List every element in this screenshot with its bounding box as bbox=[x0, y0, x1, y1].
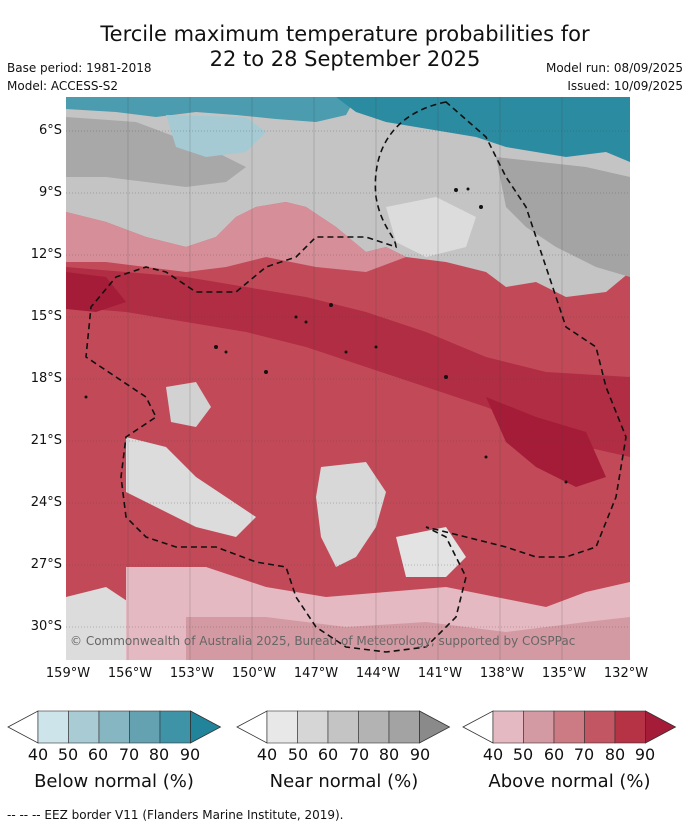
title-line-2: 22 to 28 September 2025 bbox=[209, 47, 481, 71]
legend-tick: 80 bbox=[378, 745, 400, 764]
colorbar-upper-extend bbox=[190, 710, 222, 744]
lon-label: 132°W bbox=[603, 666, 649, 681]
lat-label: 18°S bbox=[30, 371, 62, 386]
colorbar-segment bbox=[68, 710, 100, 744]
colorbar-segment bbox=[266, 710, 298, 744]
issued-date: Issued: 10/09/2025 bbox=[567, 79, 683, 93]
legend-tick: 70 bbox=[573, 745, 595, 764]
legend-tick: 50 bbox=[287, 745, 309, 764]
legend-tick: 60 bbox=[543, 745, 565, 764]
near-normal-north-dark bbox=[66, 117, 246, 187]
lon-label: 150°W bbox=[231, 666, 277, 681]
islands bbox=[84, 187, 568, 484]
colorbar-lower-extend bbox=[236, 710, 268, 744]
gridlines bbox=[66, 130, 630, 628]
lat-label: 21°S bbox=[30, 433, 62, 448]
above-normal-core-2 bbox=[486, 397, 606, 487]
lat-label: 15°S bbox=[30, 309, 62, 324]
legend-tick: 90 bbox=[409, 745, 431, 764]
copyright-notice: © Commonwealth of Australia 2025, Bureau… bbox=[70, 634, 576, 648]
legend-title-above: Above normal (%) bbox=[488, 771, 651, 792]
model-name: Model: ACCESS-S2 bbox=[7, 79, 119, 93]
legend-tick: 80 bbox=[148, 745, 170, 764]
colorbar-lower-extend bbox=[7, 710, 39, 744]
legend-tick: 70 bbox=[118, 745, 140, 764]
legend-tick: 60 bbox=[317, 745, 339, 764]
colorbar-lower-extend bbox=[462, 710, 494, 744]
probability-map: © Commonwealth of Australia 2025, Bureau… bbox=[66, 97, 630, 660]
lat-label: 30°S bbox=[30, 619, 62, 634]
eez-border bbox=[85, 101, 627, 653]
lon-label: 153°W bbox=[169, 666, 215, 681]
map-canvas bbox=[66, 97, 630, 660]
colorbar-segment bbox=[584, 710, 616, 744]
eez-footnote: -- -- -- EEZ border V11 (Flanders Marine… bbox=[7, 808, 344, 822]
near-normal-central-patch bbox=[316, 462, 386, 567]
legend-tick: 60 bbox=[87, 745, 109, 764]
title-line-1: Tercile maximum temperature probabilitie… bbox=[100, 22, 590, 46]
colorbar-segment bbox=[129, 710, 161, 744]
above-normal-mid-south bbox=[186, 617, 630, 660]
near-normal-west-patch-2 bbox=[166, 382, 211, 427]
legend-tick: 40 bbox=[27, 745, 49, 764]
legend-tick: 90 bbox=[634, 745, 656, 764]
near-normal-light-1 bbox=[386, 197, 476, 257]
near-normal-east-dark bbox=[496, 157, 630, 277]
above-normal-light-north bbox=[66, 202, 406, 272]
legend-title-below: Below normal (%) bbox=[34, 771, 194, 792]
colorbar-above-normal bbox=[462, 710, 677, 744]
near-normal-south-patch bbox=[396, 527, 466, 577]
colorbar-below-normal bbox=[7, 710, 222, 744]
chart-title: Tercile maximum temperature probabilitie… bbox=[0, 22, 690, 72]
below-normal-light-patch bbox=[166, 115, 266, 157]
lat-label: 12°S bbox=[30, 247, 62, 262]
legend-colorbars bbox=[7, 710, 677, 744]
below-normal-northeast bbox=[336, 97, 630, 162]
lon-label: 147°W bbox=[293, 666, 339, 681]
legend-title-near: Near normal (%) bbox=[269, 771, 419, 792]
lon-label: 159°W bbox=[45, 666, 91, 681]
above-normal-core bbox=[66, 267, 630, 457]
lon-label: 141°W bbox=[417, 666, 463, 681]
lat-label: 27°S bbox=[30, 557, 62, 572]
above-normal-core-3 bbox=[66, 272, 126, 312]
colorbar-segment bbox=[297, 710, 329, 744]
near-normal-southwest bbox=[66, 587, 136, 660]
lon-label: 144°W bbox=[355, 666, 401, 681]
legend-tick: 40 bbox=[482, 745, 504, 764]
legend-tick: 40 bbox=[256, 745, 278, 764]
meta-right: Model run: 08/09/2025 Issued: 10/09/2025 bbox=[546, 59, 683, 95]
colorbar-segment bbox=[388, 710, 420, 744]
legend-tick: 80 bbox=[604, 745, 626, 764]
colorbar-segment bbox=[358, 710, 390, 744]
legend-tick: 90 bbox=[179, 745, 201, 764]
lon-label: 135°W bbox=[541, 666, 587, 681]
base-period: Base period: 1981-2018 bbox=[7, 61, 152, 75]
colorbar-segment bbox=[37, 710, 69, 744]
lat-label: 6°S bbox=[38, 123, 62, 138]
colorbar-segment bbox=[159, 710, 191, 744]
colorbar-segment bbox=[327, 710, 359, 744]
colorbar-upper-extend bbox=[419, 710, 451, 744]
colorbar-segment bbox=[98, 710, 130, 744]
lon-label: 156°W bbox=[107, 666, 153, 681]
meta-left: Base period: 1981-2018 Model: ACCESS-S2 bbox=[7, 59, 152, 95]
colorbar-segment bbox=[523, 710, 555, 744]
colorbar-near-normal bbox=[236, 710, 451, 744]
lat-label: 9°S bbox=[38, 185, 62, 200]
colorbar-segment bbox=[553, 710, 585, 744]
legend-tick: 50 bbox=[512, 745, 534, 764]
colorbar-segment bbox=[614, 710, 646, 744]
near-normal-west-patch bbox=[126, 437, 256, 537]
colorbar-segment bbox=[492, 710, 524, 744]
lat-label: 24°S bbox=[30, 495, 62, 510]
lon-label: 138°W bbox=[479, 666, 525, 681]
colorbar-upper-extend bbox=[645, 710, 677, 744]
legend-tick: 50 bbox=[57, 745, 79, 764]
below-normal-north bbox=[66, 97, 356, 122]
legend-tick: 70 bbox=[348, 745, 370, 764]
model-run: Model run: 08/09/2025 bbox=[545, 61, 683, 75]
